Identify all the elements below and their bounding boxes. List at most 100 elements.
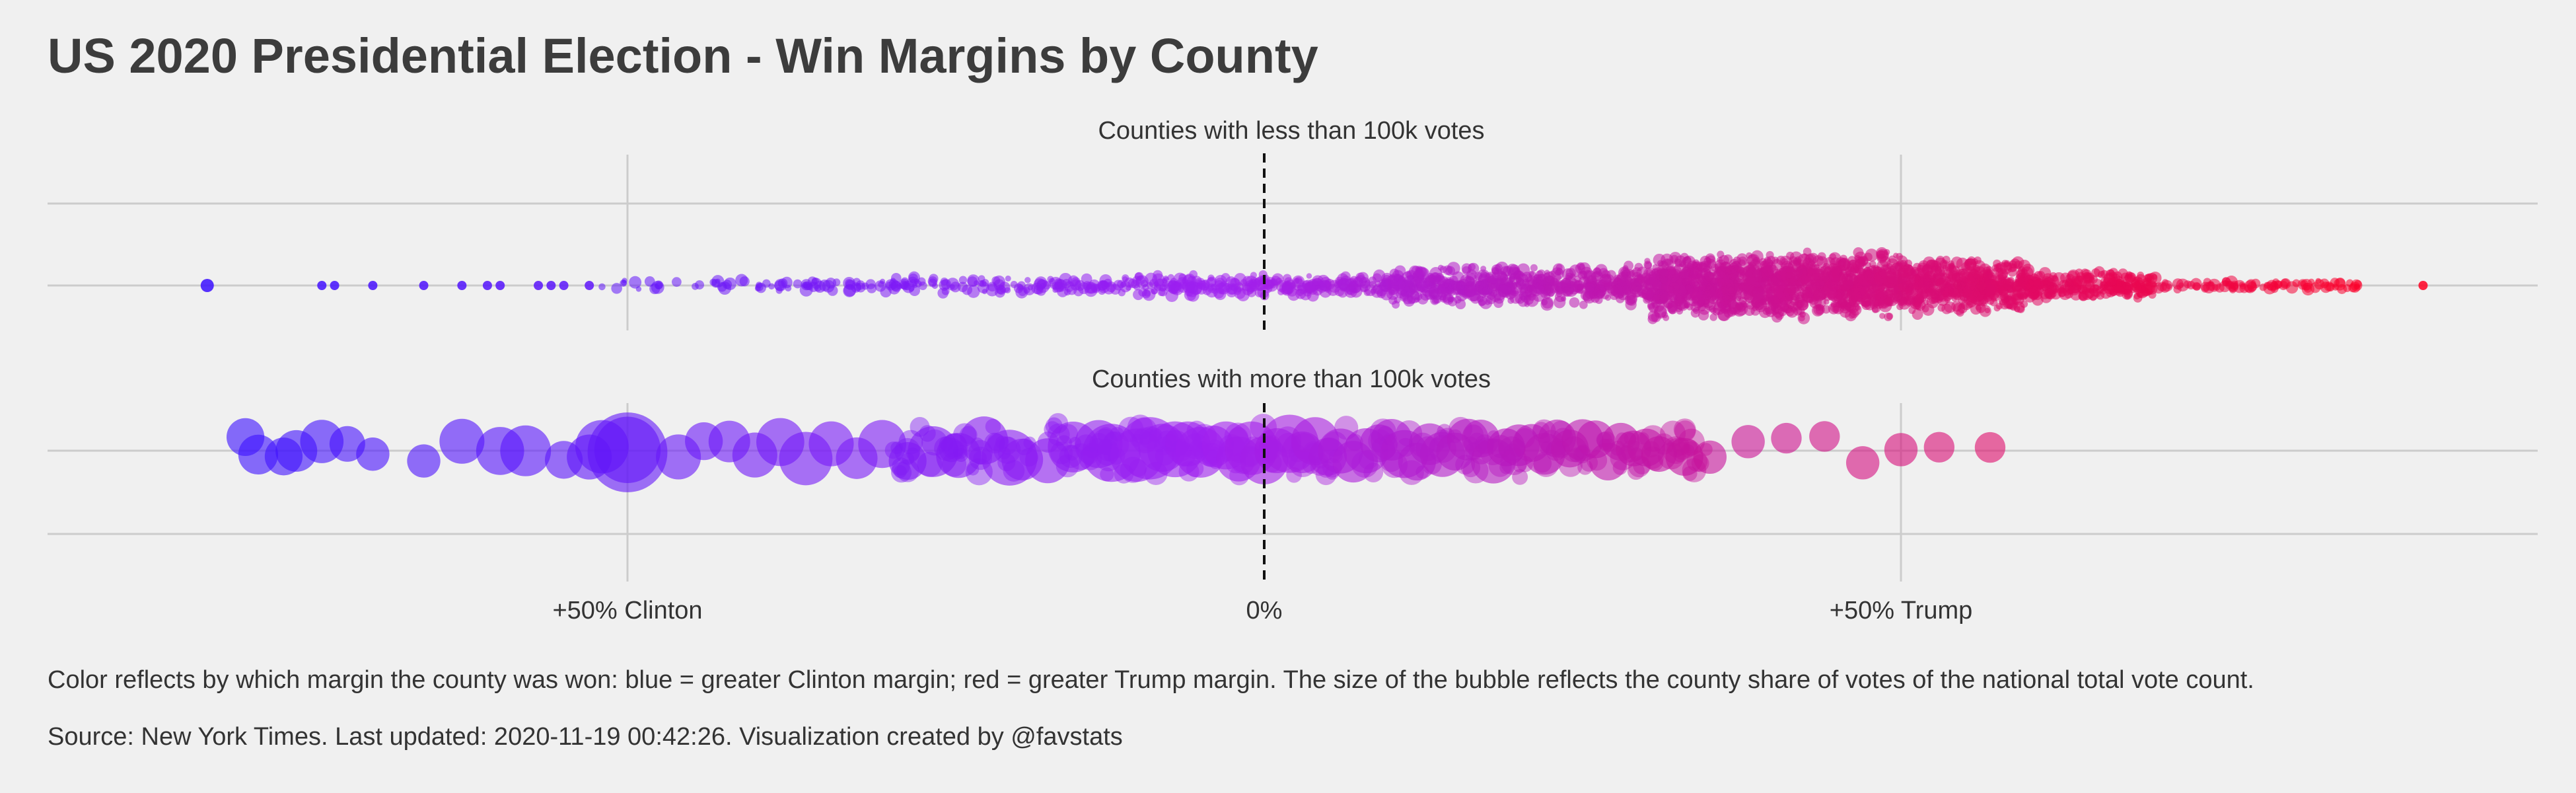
county-bubble bbox=[1340, 271, 1351, 282]
county-bubble bbox=[1293, 278, 1300, 284]
county-bubble bbox=[1767, 256, 1776, 265]
county-bubble bbox=[695, 280, 705, 290]
county-bubble bbox=[1851, 291, 1862, 302]
county-bubble bbox=[1541, 299, 1548, 306]
county-bubble bbox=[1577, 283, 1583, 290]
county-bubble bbox=[958, 276, 968, 284]
county-bubble bbox=[1879, 313, 1886, 319]
county-bubble bbox=[909, 285, 920, 297]
county-bubble bbox=[1690, 287, 1703, 301]
county-bubble bbox=[1399, 289, 1410, 300]
county-bubble bbox=[587, 412, 668, 492]
county-bubble bbox=[1304, 281, 1316, 293]
county-bubble bbox=[1214, 274, 1227, 287]
county-bubble bbox=[1551, 267, 1564, 280]
county-bubble bbox=[1673, 284, 1686, 297]
county-bubble bbox=[845, 280, 856, 290]
county-bubble bbox=[1853, 268, 1859, 274]
county-bubble bbox=[1668, 305, 1678, 315]
county-bubble bbox=[2193, 282, 2201, 291]
county-bubble bbox=[768, 283, 775, 290]
county-bubble bbox=[200, 279, 214, 292]
county-bubble bbox=[1918, 260, 1929, 272]
county-bubble bbox=[1478, 283, 1491, 297]
county-bubble bbox=[1654, 305, 1667, 318]
county-bubble bbox=[1468, 262, 1480, 275]
color-caption: Color reflects by which margin the count… bbox=[48, 666, 2254, 694]
county-bubble bbox=[1935, 256, 1945, 265]
county-bubble bbox=[500, 425, 552, 476]
county-bubble bbox=[1480, 270, 1487, 278]
county-bubble bbox=[1785, 282, 1796, 293]
county-bubble bbox=[1681, 277, 1690, 286]
county-bubble bbox=[1428, 286, 1439, 297]
county-bubble bbox=[1744, 274, 1756, 285]
county-bubble bbox=[1948, 291, 1954, 298]
county-bubble bbox=[1569, 297, 1580, 308]
county-bubble bbox=[1134, 272, 1143, 281]
county-bubble bbox=[1625, 288, 1631, 295]
bubbles-small-counties bbox=[200, 246, 2428, 324]
county-bubble bbox=[1916, 291, 1924, 299]
county-bubble bbox=[1389, 280, 1398, 289]
county-bubble bbox=[1784, 295, 1793, 305]
county-bubble bbox=[1717, 278, 1725, 286]
county-bubble bbox=[1659, 274, 1668, 284]
county-bubble bbox=[1951, 296, 1957, 302]
county-bubble bbox=[1562, 287, 1572, 297]
county-bubble bbox=[1928, 260, 1939, 270]
county-bubble bbox=[1733, 303, 1746, 317]
county-bubble bbox=[1406, 291, 1412, 297]
county-bubble bbox=[1497, 284, 1509, 295]
beeswarm-chart: Counties with less than 100k votes Count… bbox=[48, 117, 2538, 624]
county-bubble bbox=[1717, 256, 1723, 264]
county-bubble bbox=[1512, 469, 1528, 485]
county-bubble bbox=[1528, 271, 1537, 280]
county-bubble bbox=[1845, 446, 1880, 480]
county-bubble bbox=[890, 280, 901, 291]
county-bubble bbox=[1627, 462, 1645, 480]
county-bubble bbox=[1976, 281, 1986, 291]
county-bubble bbox=[1882, 264, 1888, 271]
county-bubble bbox=[1047, 276, 1054, 283]
county-bubble bbox=[1857, 273, 1864, 280]
county-bubble bbox=[1737, 266, 1744, 274]
county-bubble bbox=[1447, 262, 1460, 276]
county-bubble bbox=[1647, 303, 1655, 311]
county-bubble bbox=[1823, 282, 1835, 293]
county-bubble bbox=[1057, 279, 1065, 287]
county-bubble bbox=[1830, 266, 1842, 279]
county-bubble bbox=[1071, 277, 1081, 287]
county-bubble bbox=[1818, 271, 1830, 282]
county-bubble bbox=[880, 285, 892, 298]
county-bubble bbox=[1912, 309, 1923, 320]
county-bubble bbox=[1974, 432, 2006, 463]
county-bubble bbox=[1738, 284, 1746, 292]
county-bubble bbox=[1315, 285, 1321, 291]
county-bubble bbox=[1762, 264, 1774, 277]
county-bubble bbox=[1515, 293, 1526, 304]
county-bubble bbox=[1673, 418, 1696, 441]
county-bubble bbox=[1736, 289, 1747, 300]
county-bubble bbox=[1372, 273, 1382, 283]
county-bubble bbox=[1667, 270, 1680, 282]
county-bubble bbox=[2354, 283, 2360, 290]
county-bubble bbox=[1145, 272, 1157, 285]
county-bubble bbox=[1654, 289, 1660, 295]
county-bubble bbox=[2077, 280, 2083, 287]
county-bubble bbox=[1952, 272, 1960, 281]
county-bubble bbox=[1752, 287, 1766, 301]
county-bubble bbox=[1904, 285, 1914, 295]
county-bubble bbox=[1034, 276, 1048, 289]
county-bubble bbox=[1801, 275, 1809, 284]
county-bubble bbox=[1809, 421, 1840, 452]
county-bubble bbox=[1717, 250, 1725, 258]
county-bubble bbox=[2007, 263, 2017, 273]
county-bubble bbox=[1995, 264, 2002, 270]
county-bubble bbox=[1460, 274, 1472, 286]
county-bubble bbox=[1375, 280, 1382, 287]
county-bubble bbox=[1388, 289, 1395, 296]
county-bubble bbox=[967, 285, 980, 298]
county-bubble bbox=[1793, 267, 1803, 277]
county-bubble bbox=[1279, 282, 1292, 295]
